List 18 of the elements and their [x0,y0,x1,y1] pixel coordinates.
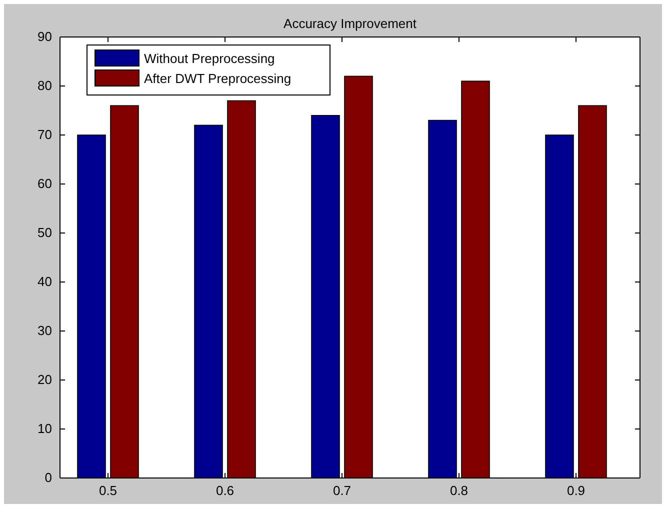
y-tick-label: 90 [38,29,52,44]
legend-label: After DWT Preprocessing [144,71,292,86]
y-tick-label: 20 [38,372,52,388]
x-tick-label: 0.7 [332,483,352,498]
y-tick-label: 50 [38,225,52,240]
y-tick-label: 60 [38,176,52,192]
y-tick-label: 40 [38,274,52,290]
y-tick-label: 80 [38,78,52,94]
x-tick-label: 0.9 [566,483,586,498]
x-tick-label: 0.8 [450,483,468,498]
y-tick-label: 10 [38,421,52,436]
y-tick-label: 70 [38,127,52,142]
y-tick-label: 0 [44,470,52,486]
chart-title: Accuracy Improvement [284,16,417,31]
x-tick-label: 0.6 [216,483,234,498]
x-tick-label: 0.5 [98,483,118,498]
y-tick-label: 30 [38,323,52,338]
legend-label: Without Preprocessing [144,51,275,66]
